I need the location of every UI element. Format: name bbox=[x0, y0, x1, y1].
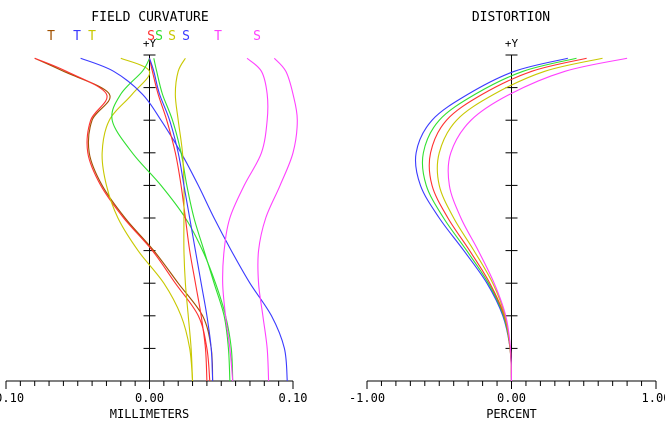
x-tick-label: 1.00 bbox=[642, 391, 665, 405]
legend-entry: S bbox=[155, 29, 163, 44]
series-line bbox=[148, 58, 214, 382]
x-tick-label: 0.00 bbox=[497, 391, 526, 405]
legend-entry: S bbox=[253, 29, 261, 44]
chart-title: FIELD CURVATURE bbox=[91, 10, 208, 25]
chart-title: DISTORTION bbox=[472, 10, 550, 25]
x-tick-label: -1.00 bbox=[349, 391, 385, 405]
legend-entry: T bbox=[47, 29, 55, 44]
field-curvature-plot: FIELD CURVATURE -0.10 0.00 0.10 MILLIMETERS +… bbox=[0, 10, 307, 421]
legend-entry: T bbox=[88, 29, 96, 44]
x-axis-label: MILLIMETERS bbox=[110, 407, 189, 421]
series-line bbox=[428, 57, 587, 382]
series-line bbox=[101, 57, 194, 382]
series-line bbox=[80, 57, 288, 382]
series-line bbox=[174, 57, 194, 382]
legend-entry: T bbox=[73, 29, 81, 44]
series-line bbox=[257, 57, 298, 382]
legend-entry: S bbox=[182, 29, 190, 44]
x-tick-label: 0.00 bbox=[135, 391, 164, 405]
x-tick-label: -0.10 bbox=[0, 391, 24, 405]
series-line bbox=[222, 57, 269, 382]
series-line bbox=[153, 58, 231, 382]
legend-entry: S bbox=[147, 29, 155, 44]
distortion-plot: DISTORTION -1.00 0.00 1.00 PERCENT +Y bbox=[349, 10, 665, 421]
series-line bbox=[414, 57, 568, 382]
y-axis-label: +Y bbox=[505, 37, 519, 50]
series-line bbox=[421, 57, 577, 382]
legend-entry: T bbox=[214, 29, 222, 44]
series-line bbox=[34, 57, 214, 382]
y-axis-label: +Y bbox=[143, 37, 157, 50]
series-line bbox=[148, 58, 208, 382]
x-axis-label: PERCENT bbox=[486, 407, 537, 421]
series-line bbox=[447, 57, 628, 382]
x-tick-label: 0.10 bbox=[279, 391, 308, 405]
legend-entry: S bbox=[168, 29, 176, 44]
series-line bbox=[436, 57, 603, 382]
